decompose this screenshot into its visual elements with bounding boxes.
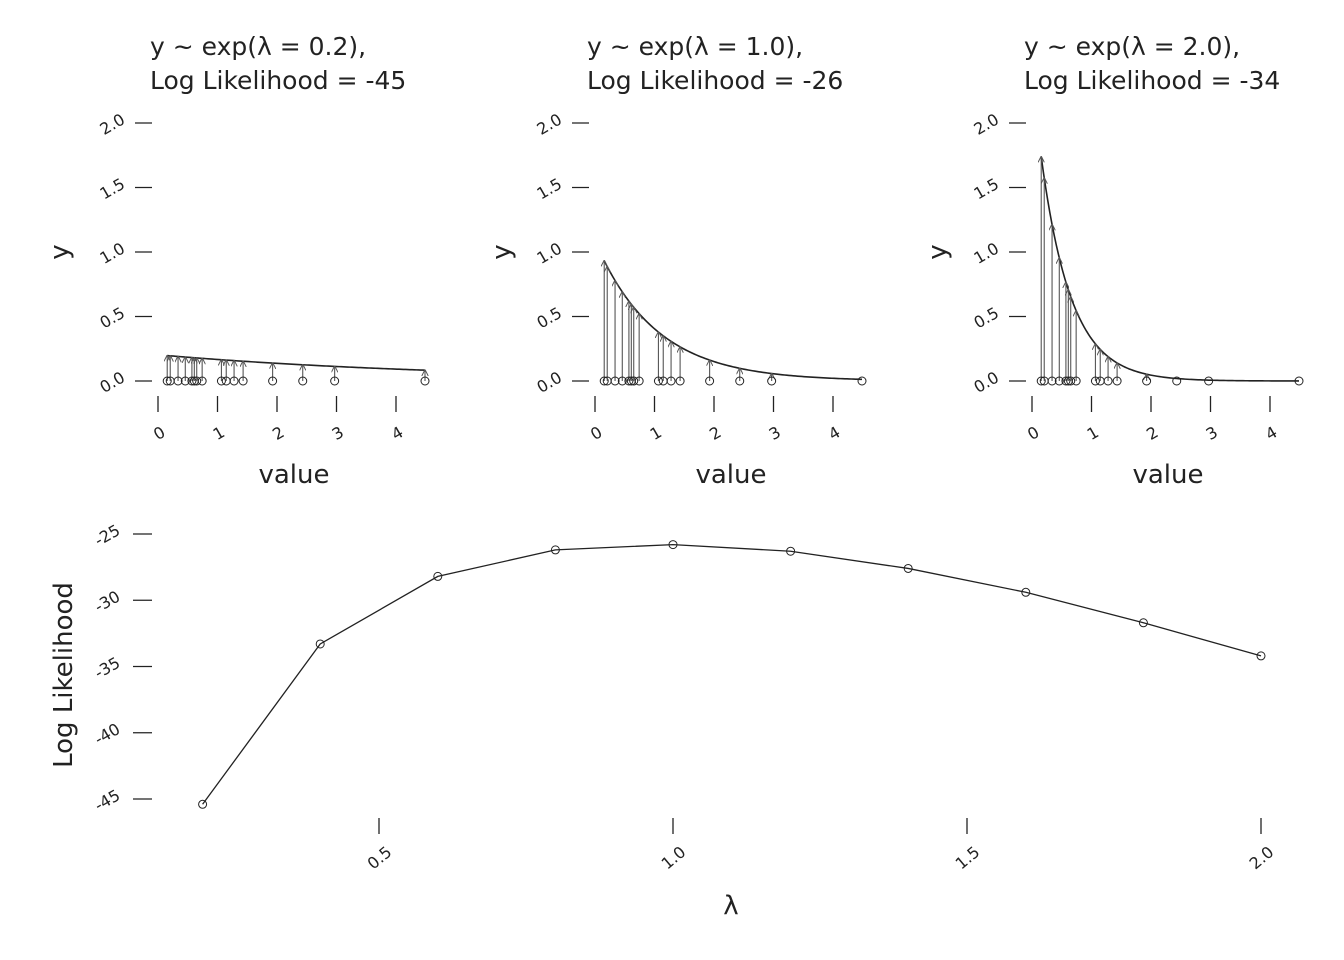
y-axis-title: Log Likelihood bbox=[49, 582, 79, 768]
x-tick-label: 1.0 bbox=[658, 842, 690, 873]
x-tick-label: 4 bbox=[388, 422, 406, 444]
x-tick-label: 2 bbox=[269, 422, 287, 444]
x-tick-label: 0 bbox=[587, 422, 605, 444]
y-tick-label: -45 bbox=[91, 785, 123, 815]
log-likelihood-line bbox=[203, 545, 1261, 805]
y-axis-title: y bbox=[45, 244, 75, 259]
density-panel-lambda-1-0: y ~ exp(λ = 1.0), Log Likelihood = -26 0.0… bbox=[487, 32, 866, 490]
y-tick-label: 1.5 bbox=[970, 174, 1002, 203]
y-tick-label: 0.0 bbox=[533, 368, 565, 397]
y-tick-label: 0.0 bbox=[970, 368, 1002, 397]
density-curve bbox=[604, 261, 862, 380]
chart-title-line2: Log Likelihood = -34 bbox=[1024, 66, 1280, 95]
density-panel-lambda-2-0: y ~ exp(λ = 2.0), Log Likelihood = -34 0.0… bbox=[923, 32, 1303, 490]
observation-point bbox=[858, 377, 866, 385]
y-tick-label: 1.0 bbox=[533, 239, 565, 268]
y-tick-label: 0.5 bbox=[970, 303, 1002, 332]
chart-title-line1: y ~ exp(λ = 2.0), bbox=[1024, 32, 1240, 61]
density-curve bbox=[1041, 157, 1299, 381]
y-tick-label: 2.0 bbox=[96, 110, 128, 139]
x-tick-label: 4 bbox=[825, 422, 843, 444]
y-tick-label: -25 bbox=[91, 520, 123, 550]
y-tick-label: 1.5 bbox=[96, 174, 128, 203]
log-likelihood-panel: -45 -40 -35 -30 -25 0.5 1.0 1.5 2.0 λ Log Likeliho… bbox=[49, 520, 1277, 921]
y-tick-label: -30 bbox=[91, 587, 123, 617]
y-tick-label: 1.0 bbox=[970, 239, 1002, 268]
x-tick-label: 2 bbox=[706, 422, 724, 444]
x-tick-label: 0 bbox=[1024, 422, 1042, 444]
x-tick-label: 0 bbox=[150, 422, 168, 444]
x-tick-label: 3 bbox=[329, 422, 347, 444]
x-axis-title: value bbox=[695, 460, 766, 490]
x-tick-label: 2.0 bbox=[1246, 842, 1278, 873]
x-tick-label: 3 bbox=[766, 422, 784, 444]
y-axis-title: y bbox=[923, 244, 953, 259]
y-tick-label: 0.0 bbox=[96, 368, 128, 397]
x-axis-title: value bbox=[258, 460, 329, 490]
y-axis-title: y bbox=[487, 244, 517, 259]
x-tick-label: 1.5 bbox=[952, 842, 984, 873]
x-tick-label: 1 bbox=[1084, 422, 1102, 444]
y-tick-label: -40 bbox=[91, 719, 123, 749]
density-panel-lambda-0-2: y ~ exp(λ = 0.2), Log Likelihood = -45 0.0… bbox=[45, 32, 429, 490]
y-tick-label: 2.0 bbox=[970, 110, 1002, 139]
y-tick-label: 0.5 bbox=[533, 303, 565, 332]
x-tick-label: 1 bbox=[210, 422, 228, 444]
x-tick-label: 3 bbox=[1203, 422, 1221, 444]
y-tick-label: 0.5 bbox=[96, 303, 128, 332]
x-axis-title: value bbox=[1132, 460, 1203, 490]
density-curve bbox=[167, 356, 425, 371]
y-tick-label: -35 bbox=[91, 653, 123, 683]
x-tick-label: 0.5 bbox=[364, 842, 396, 873]
x-tick-label: 2 bbox=[1143, 422, 1161, 444]
y-tick-label: 1.0 bbox=[96, 239, 128, 268]
y-tick-label: 2.0 bbox=[533, 110, 565, 139]
chart-title-line2: Log Likelihood = -45 bbox=[150, 66, 406, 95]
chart-title-line1: y ~ exp(λ = 0.2), bbox=[150, 32, 366, 61]
x-axis-title: λ bbox=[723, 891, 738, 921]
x-tick-label: 1 bbox=[647, 422, 665, 444]
y-tick-label: 1.5 bbox=[533, 174, 565, 203]
chart-title-line2: Log Likelihood = -26 bbox=[587, 66, 843, 95]
chart-title-line1: y ~ exp(λ = 1.0), bbox=[587, 32, 803, 61]
x-tick-label: 4 bbox=[1262, 422, 1280, 444]
